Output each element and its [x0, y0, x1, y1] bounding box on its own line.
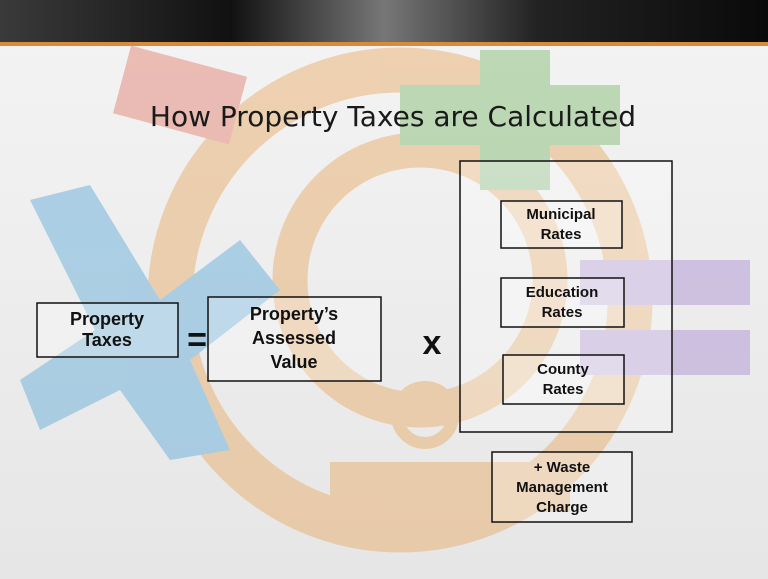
box-text: Rates: [542, 304, 583, 321]
box-text: + Waste: [534, 459, 591, 476]
box-text: Property’s: [250, 304, 338, 324]
box-text: Rates: [543, 381, 584, 398]
box-text: Municipal: [526, 206, 595, 223]
banner-stripe: [0, 42, 768, 46]
box-text: Property: [70, 309, 144, 329]
box-text: County: [537, 361, 589, 378]
box-text: Assessed: [252, 328, 336, 348]
title: How Property Taxes are Calculated: [150, 100, 636, 133]
box-text: Management: [516, 479, 608, 496]
operator: x: [423, 324, 442, 362]
operator: =: [187, 321, 207, 359]
box-text: Rates: [541, 226, 582, 243]
banner: [0, 0, 768, 42]
slide: How Property Taxes are Calculated Proper…: [0, 0, 768, 579]
box-text: Charge: [536, 499, 588, 516]
box-text: Taxes: [82, 330, 132, 350]
box-text: Value: [270, 352, 317, 372]
box-text: Education: [526, 284, 599, 301]
